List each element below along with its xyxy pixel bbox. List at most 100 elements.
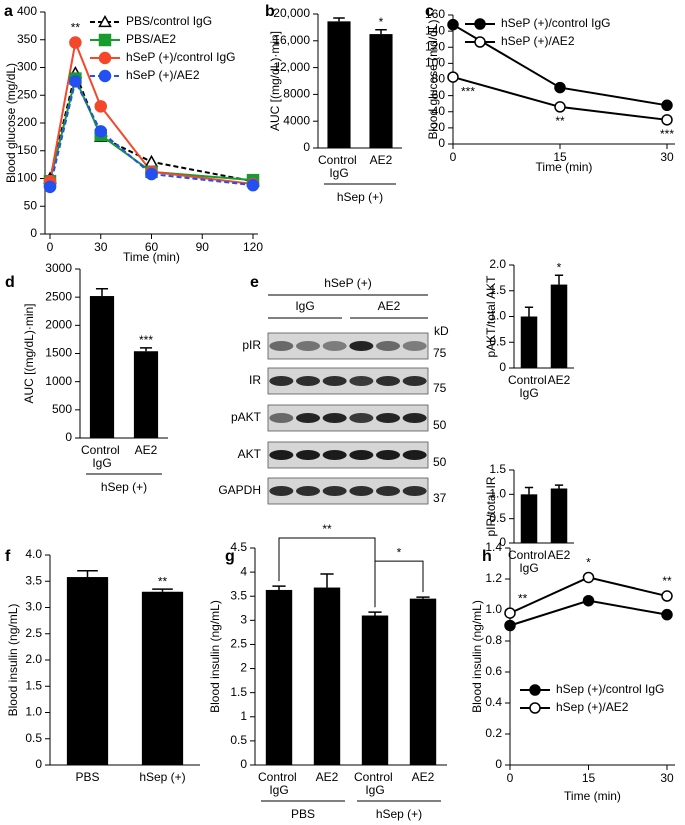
y-tick-label: 0	[499, 360, 506, 374]
y-tick-label: 1000	[45, 374, 72, 388]
panel-letter: h	[482, 548, 492, 565]
legend-label: hSeP (+)/control IgG	[126, 50, 236, 64]
x-tick-label: 30	[660, 150, 674, 164]
bar	[361, 615, 389, 765]
y-axis-title: pAKT/total AKT	[484, 275, 498, 358]
y-tick-label: 3.0	[25, 600, 42, 614]
blot-row-label: IR	[249, 373, 261, 387]
blot-strip	[267, 477, 429, 505]
y-tick-label: 80	[432, 72, 446, 86]
x-tick-label: 0	[450, 150, 457, 164]
y-tick-label: 20,000	[273, 6, 310, 20]
blot-band	[322, 486, 347, 496]
y-tick-label: 2	[240, 661, 247, 675]
y-tick-label: 0.5	[489, 511, 506, 525]
y-tick-label: 100	[425, 56, 445, 70]
significance: **	[158, 574, 168, 588]
y-tick-label: 0.2	[485, 726, 502, 740]
y-tick-label: 4	[240, 564, 247, 578]
x-tick-label: 120	[243, 240, 263, 254]
x-tick-label: hSep (+)	[139, 770, 185, 784]
y-tick-label: 2.5	[230, 637, 247, 651]
x-tick-label: Control IgG	[354, 770, 396, 797]
y-tick-label: 0.5	[25, 731, 42, 745]
marker	[447, 71, 459, 83]
y-tick-label: 250	[17, 87, 37, 101]
x-tick-label: 0	[47, 240, 54, 254]
y-tick-label: 200	[17, 115, 37, 129]
y-axis-title: Blood glucose (mg/dL)	[4, 63, 18, 183]
marker	[144, 154, 159, 167]
blot-band	[322, 450, 347, 460]
significance: *	[557, 260, 562, 274]
error-bar	[95, 287, 109, 297]
blot-row-label: pIR	[242, 338, 261, 352]
blot-band	[269, 486, 294, 496]
y-tick-label: 100	[17, 171, 37, 185]
marker	[661, 114, 673, 126]
bar	[550, 284, 568, 368]
significance: ***	[660, 127, 674, 141]
y-tick-label: 3.5	[230, 588, 247, 602]
group-label: PBS	[291, 807, 315, 821]
y-tick-label: 0	[65, 430, 72, 444]
blot-unit: kD	[434, 324, 449, 338]
y-tick-label: 1.0	[489, 309, 506, 323]
x-tick-label: 30	[660, 771, 674, 785]
blot-lane-label: IgG	[295, 299, 314, 313]
x-axis-title: Time (min)	[536, 160, 593, 174]
blot-band	[349, 341, 374, 351]
comparison-bracket	[374, 560, 424, 608]
error-bar	[416, 596, 430, 599]
marker	[69, 36, 82, 49]
y-tick-label: 0	[303, 140, 310, 154]
blot-band	[296, 376, 320, 386]
blot-band	[322, 341, 347, 351]
y-tick-label: 150	[17, 143, 37, 157]
x-tick-label: Control IgG	[81, 443, 123, 470]
bar	[369, 34, 393, 148]
legend-label: PBS/control IgG	[126, 14, 212, 28]
y-axis-title: Blood insulin (ng/mL)	[470, 600, 484, 713]
group-label: hSep (+)	[376, 807, 422, 821]
y-axis-title: AUC [(mg/dL)·min]	[22, 303, 36, 403]
blot-strip	[267, 404, 429, 432]
y-tick-label: 12,000	[273, 60, 310, 74]
marker	[69, 75, 82, 88]
blot-group-label: hSeP (+)	[324, 276, 371, 290]
legend-label: PBS/AE2	[126, 32, 176, 46]
y-tick-label: 1	[240, 709, 247, 723]
marker	[246, 178, 260, 192]
blot-band	[402, 486, 427, 496]
marker	[554, 101, 566, 113]
y-tick-label: 8000	[283, 87, 310, 101]
blot-band	[402, 376, 427, 386]
y-tick-label: 0	[495, 757, 502, 771]
legend-label: hSep (+)/control IgG	[556, 682, 664, 696]
blot-band	[402, 413, 427, 423]
marker	[474, 18, 486, 30]
legend-label: hSeP (+)/AE2	[501, 34, 575, 48]
y-tick-label: 2.5	[25, 626, 42, 640]
blot-band	[349, 450, 374, 460]
x-tick-label: AE2	[412, 770, 435, 784]
marker	[504, 619, 516, 632]
marker	[98, 33, 112, 47]
bar	[550, 488, 568, 543]
y-tick-label: 1.5	[489, 462, 506, 476]
y-axis-title: Blood glucose (md/dL)	[426, 19, 440, 139]
y-tick-label: 350	[17, 32, 37, 46]
y-tick-label: 2.0	[489, 257, 506, 271]
y-tick-label: 1.5	[230, 685, 247, 699]
y-axis-title: AUC [(mg/dL)·min]	[268, 31, 282, 131]
significance: **	[555, 114, 565, 128]
y-tick-label: 4.0	[25, 547, 42, 561]
x-tick-label: Control IgG	[258, 770, 300, 797]
comparison-label: *	[397, 545, 402, 559]
blot-band	[376, 341, 400, 351]
y-tick-label: 3.5	[25, 573, 42, 587]
y-tick-label: 60	[432, 88, 446, 102]
y-tick-label: 3000	[45, 261, 72, 275]
y-tick-label: 160	[425, 7, 445, 21]
y-tick-label: 1.5	[489, 283, 506, 297]
